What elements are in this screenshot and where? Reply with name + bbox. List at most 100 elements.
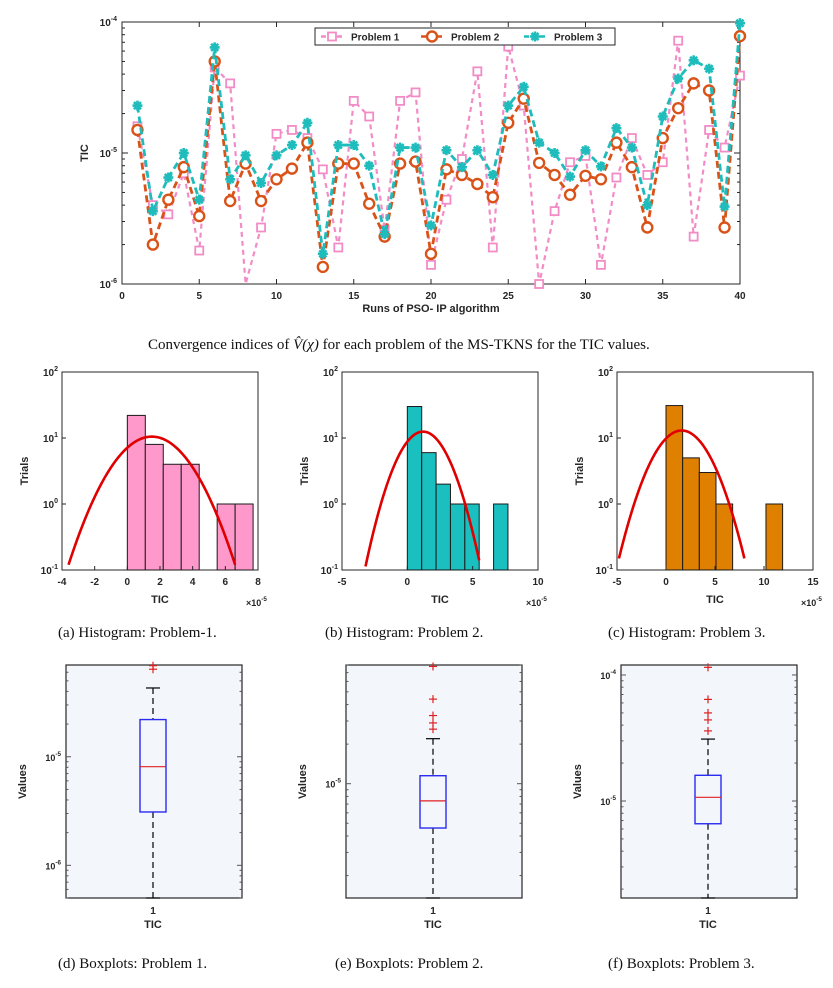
- data-point: [611, 123, 622, 134]
- asterisk-stroke: [395, 143, 405, 153]
- asterisk-stroke: [689, 55, 699, 65]
- y-axis-label: Trials: [19, 457, 31, 486]
- legend-marker: [530, 31, 540, 42]
- data-point: [657, 111, 668, 122]
- asterisk-stroke: [658, 112, 668, 121]
- data-point: [348, 95, 359, 106]
- y-tick-label: 102: [43, 366, 58, 379]
- outlier-marker: [704, 708, 712, 717]
- asterisk-stroke: [132, 101, 142, 111]
- data-point: [641, 221, 654, 234]
- x-tick-label: -5: [338, 577, 347, 588]
- histogram-bar: [144, 443, 164, 571]
- data-point: [256, 222, 266, 233]
- x-tick-label: 0: [663, 577, 669, 588]
- asterisk-stroke: [550, 148, 560, 158]
- y-tick-label: 100: [598, 498, 613, 511]
- y-axis-label: Trials: [299, 457, 311, 486]
- data-point: [426, 259, 436, 270]
- x-tick-label: 2: [157, 577, 163, 588]
- series-line: [136, 23, 742, 255]
- asterisk-stroke: [472, 145, 482, 155]
- x-tick-label: 10: [758, 577, 770, 588]
- data-point: [441, 145, 452, 156]
- x-tick-label: 10: [271, 291, 283, 302]
- histogram-bar: [234, 503, 254, 571]
- asterisk-stroke: [735, 18, 745, 28]
- data-point: [580, 145, 591, 156]
- x-tick-label: 0: [125, 577, 131, 588]
- boxplot-problem-1: 10-6 10-5 1 TIC Values: [17, 661, 243, 931]
- x-tick-label: 10: [532, 577, 544, 588]
- y-tick-label: 101: [598, 432, 613, 445]
- legend-marker: [425, 30, 439, 43]
- caption-text-prefix: Convergence indices of: [148, 337, 294, 353]
- asterisk-stroke: [673, 74, 683, 84]
- x-exponent-label: ×10-5: [801, 596, 822, 608]
- data-point: [517, 92, 530, 105]
- data-point: [348, 140, 359, 151]
- legend-item-problem-3: Problem 3: [524, 31, 603, 44]
- x-axis-label: TIC: [144, 919, 162, 931]
- data-point: [395, 142, 406, 153]
- data-point: [549, 206, 560, 217]
- data-point: [625, 160, 639, 174]
- asterisk-stroke: [380, 229, 390, 239]
- legend-item-problem-1: Problem 1: [321, 31, 400, 44]
- data-point: [563, 188, 577, 201]
- x-tick-label: 25: [503, 291, 515, 302]
- caption-c: (c) Histogram: Problem 3.: [608, 625, 766, 641]
- outlier-marker: [704, 663, 712, 672]
- legend-marker: [327, 31, 337, 42]
- data-point: [333, 242, 344, 253]
- asterisk-stroke: [426, 220, 436, 230]
- x-tick-label: -5: [613, 577, 622, 588]
- asterisk-stroke: [349, 140, 359, 150]
- outlier-marker: [429, 711, 437, 720]
- asterisk-stroke: [565, 172, 575, 182]
- y-tick-label: 102: [323, 366, 338, 379]
- histogram-bar: [698, 472, 717, 571]
- outlier-marker: [429, 662, 437, 671]
- data-point: [131, 123, 144, 137]
- x-tick-label: 5: [470, 577, 476, 588]
- asterisk-stroke: [704, 64, 714, 74]
- data-point: [193, 209, 206, 223]
- asterisk-stroke: [627, 143, 637, 153]
- x-tick-label: 1: [705, 906, 711, 917]
- y-tick-label: 102: [598, 366, 613, 379]
- y-tick-label: 10-1: [596, 564, 613, 577]
- histogram-bar: [180, 463, 200, 571]
- histogram-bar: [765, 503, 784, 571]
- asterisk-stroke: [194, 195, 204, 205]
- asterisk-stroke: [457, 162, 467, 172]
- data-point: [687, 77, 700, 90]
- x-tick-label: 1: [150, 906, 156, 917]
- asterisk-stroke: [179, 148, 189, 158]
- data-point: [317, 248, 328, 259]
- data-point: [472, 66, 483, 77]
- data-point: [163, 172, 174, 183]
- y-tick-label: 10-6: [100, 278, 117, 291]
- asterisk-stroke: [148, 206, 158, 216]
- normal-fit-curve: [67, 435, 237, 566]
- y-tick-label: 10-1: [41, 564, 58, 577]
- data-point: [642, 170, 653, 180]
- asterisk-stroke: [210, 42, 220, 52]
- data-point: [486, 190, 499, 204]
- data-point: [132, 100, 143, 111]
- data-point: [285, 162, 299, 175]
- data-point: [534, 137, 545, 148]
- data-point: [333, 140, 344, 151]
- caption-b: (b) Histogram: Problem 2.: [325, 625, 484, 641]
- data-point: [610, 136, 623, 149]
- normal-fit-curve: [364, 430, 481, 567]
- data-point: [347, 157, 360, 170]
- histogram-bar: [682, 457, 700, 571]
- y-tick-label: 10-5: [600, 795, 616, 807]
- x-tick-label: 8: [255, 577, 261, 588]
- data-point: [364, 111, 375, 122]
- data-point: [147, 206, 158, 217]
- data-point: [162, 193, 175, 206]
- caption-a: (a) Histogram: Problem-1.: [58, 625, 217, 641]
